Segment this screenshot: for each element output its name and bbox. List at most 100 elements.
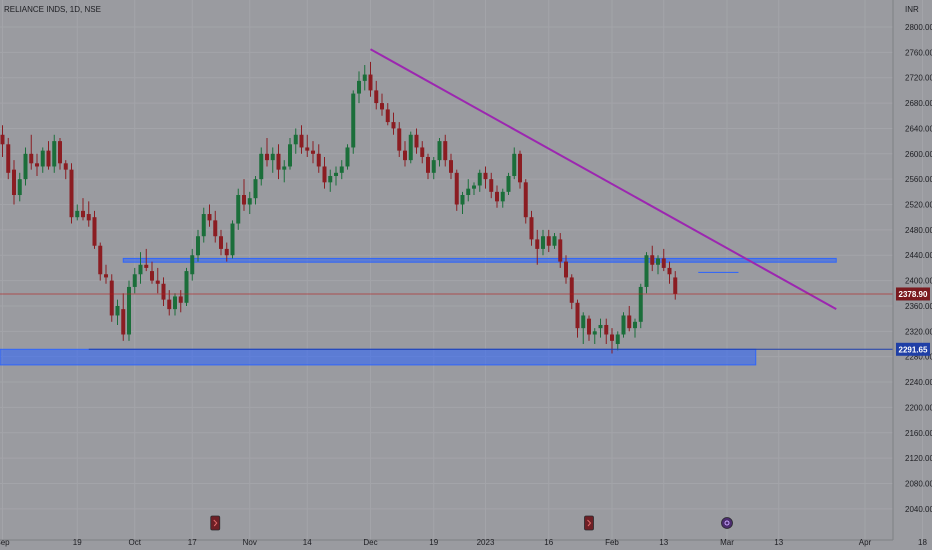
candle-body [489,179,494,192]
candle [362,65,367,91]
earnings-icon [210,515,221,531]
candle [224,242,229,262]
candle [420,141,425,164]
candle-body [500,191,505,202]
candle [121,293,126,341]
candle-body [523,182,528,218]
candle-body [391,122,396,129]
y-tick-label: 2360.00 [905,302,932,311]
candle-body [40,150,45,167]
price-axis[interactable]: 2040.00 2080.00 2120.00 2160.00 2200.00 2240.… [905,23,932,514]
candle-body [673,277,678,294]
candle [656,255,660,275]
candle [207,204,212,227]
dividend-icon-glyph [724,520,730,526]
x-tick-label: 17 [188,538,197,547]
candle [276,144,281,180]
candle-body [253,179,258,199]
candle [230,220,235,259]
candle-body [449,160,453,173]
candle [546,229,551,253]
candle [161,277,166,306]
candle-layer[interactable] [0,61,678,354]
earnings-icon [584,515,594,531]
candle-body [380,103,384,110]
candle-body [167,299,172,310]
y-tick-label: 2640.00 [905,124,932,133]
candle [638,283,643,329]
candle-body [81,210,85,218]
candle [403,141,407,167]
candle [380,93,384,116]
candle [104,264,108,284]
candle [40,147,45,173]
candle-body [351,93,356,148]
candle [518,150,522,189]
candle [0,125,5,157]
candle [466,179,471,202]
candle [391,112,396,135]
candle-body [466,188,471,196]
candle [552,233,557,249]
candle [265,137,269,167]
candle-body [615,334,620,344]
candle [299,125,304,154]
candle [109,274,114,322]
candle [437,137,442,167]
candle-body [12,169,16,196]
candle [155,267,160,294]
time-axis[interactable]: Sep 19 Oct 17 Nov 14 Dec 19 2023 16 Feb 13 Mar 13 Apr 1… [0,538,927,547]
grid-layer [0,0,923,540]
x-tick-label: Apr [859,538,872,547]
candle [190,248,195,281]
candle [604,318,609,344]
candle [495,185,499,208]
y-tick-label: 2560.00 [905,175,932,184]
y-tick-label: 2520.00 [905,201,932,210]
drawing-layer [0,48,893,350]
candle-body [420,147,425,157]
candle [385,103,390,126]
candle [311,141,315,164]
candle-body [144,264,149,268]
candle [23,147,28,186]
price-label-text: 2378.90 [899,290,928,299]
candle [35,153,39,176]
candle [535,229,540,265]
candle [236,188,241,230]
candle-body [265,153,269,161]
candle-body [178,296,183,303]
y-tick-label: 2280.00 [905,353,932,362]
candle-body [121,309,126,335]
candle [29,134,34,170]
candle-body [345,147,350,167]
candle-body [98,245,103,275]
candle-body [288,144,292,167]
candle-body [322,166,327,183]
candle-body [339,166,344,173]
candle-body [644,255,649,287]
candle [581,312,586,344]
candle-body [69,169,74,218]
candle [472,182,476,196]
candle [115,299,120,325]
zone-layer [0,257,837,366]
y-tick-label: 2680.00 [905,99,932,108]
x-tick-label: 2023 [477,538,495,547]
candle [150,261,154,284]
y-tick-label: 2600.00 [905,150,932,159]
candle [334,166,338,186]
candle-body [92,217,97,246]
candle-body [454,172,459,205]
candle [357,71,361,104]
candle [627,305,632,332]
candle [17,172,22,202]
candle [293,128,298,154]
candle [63,160,68,180]
candle-body [213,220,218,237]
candle-body [6,144,11,173]
candle-body [403,150,407,161]
candle [259,147,264,186]
earnings-icon-glyph [587,519,592,527]
